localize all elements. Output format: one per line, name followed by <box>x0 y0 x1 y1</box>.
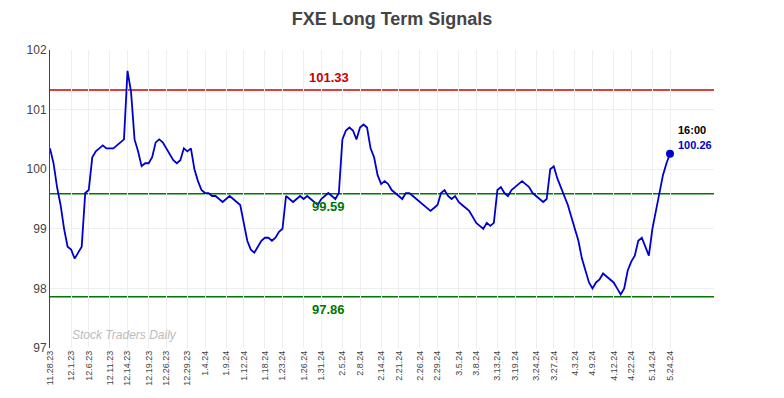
svg-text:4.9.24: 4.9.24 <box>587 351 597 376</box>
svg-text:2.21.24: 2.21.24 <box>394 351 404 381</box>
svg-text:3.24.24: 3.24.24 <box>531 351 541 381</box>
svg-text:12.6.23: 12.6.23 <box>84 351 94 381</box>
svg-text:98: 98 <box>33 282 47 296</box>
svg-text:3.27.24: 3.27.24 <box>549 351 559 381</box>
svg-text:1.26.24: 1.26.24 <box>299 351 309 381</box>
svg-text:12.1.23: 12.1.23 <box>66 351 76 381</box>
svg-text:12.14.23: 12.14.23 <box>122 351 132 386</box>
svg-text:97.86: 97.86 <box>312 302 345 317</box>
svg-text:100.26: 100.26 <box>678 139 712 151</box>
svg-text:101: 101 <box>27 103 47 117</box>
svg-text:4.22.24: 4.22.24 <box>626 351 636 381</box>
svg-text:12.26.23: 12.26.23 <box>161 351 171 386</box>
svg-text:1.18.24: 1.18.24 <box>260 351 270 381</box>
svg-text:12.29.23: 12.29.23 <box>182 351 192 386</box>
svg-text:4.12.24: 4.12.24 <box>609 351 619 381</box>
svg-text:1.9.24: 1.9.24 <box>221 351 231 376</box>
svg-text:100: 100 <box>27 162 47 176</box>
svg-text:99: 99 <box>33 222 47 236</box>
svg-text:11.28.23: 11.28.23 <box>45 351 55 385</box>
svg-text:1.23.24: 1.23.24 <box>277 351 287 381</box>
svg-text:1.31.24: 1.31.24 <box>316 351 326 381</box>
svg-text:2.26.24: 2.26.24 <box>415 351 425 381</box>
svg-text:12.19.23: 12.19.23 <box>144 351 154 386</box>
svg-text:4.3.24: 4.3.24 <box>570 351 580 376</box>
svg-text:12.11.23: 12.11.23 <box>105 351 115 385</box>
svg-text:2.14.24: 2.14.24 <box>376 351 386 381</box>
svg-text:97: 97 <box>33 341 47 355</box>
svg-text:16:00: 16:00 <box>678 124 706 136</box>
svg-text:2.29.24: 2.29.24 <box>432 351 442 381</box>
svg-text:3.13.24: 3.13.24 <box>492 351 502 381</box>
svg-text:FXE Long Term Signals: FXE Long Term Signals <box>292 9 493 29</box>
svg-text:3.8.24: 3.8.24 <box>471 351 481 376</box>
svg-text:1.12.24: 1.12.24 <box>239 351 249 381</box>
svg-text:2.5.24: 2.5.24 <box>337 351 347 376</box>
svg-text:Stock Traders Daily: Stock Traders Daily <box>72 328 177 342</box>
svg-text:3.19.24: 3.19.24 <box>510 351 520 381</box>
svg-text:3.5.24: 3.5.24 <box>454 351 464 376</box>
svg-text:1.4.24: 1.4.24 <box>200 351 210 376</box>
svg-text:102: 102 <box>27 43 47 57</box>
svg-text:2.8.24: 2.8.24 <box>355 351 365 376</box>
svg-text:5.24.24: 5.24.24 <box>665 351 675 381</box>
svg-text:101.33: 101.33 <box>309 70 349 85</box>
svg-text:99.59: 99.59 <box>312 199 345 214</box>
svg-text:5.14.24: 5.14.24 <box>647 351 657 381</box>
